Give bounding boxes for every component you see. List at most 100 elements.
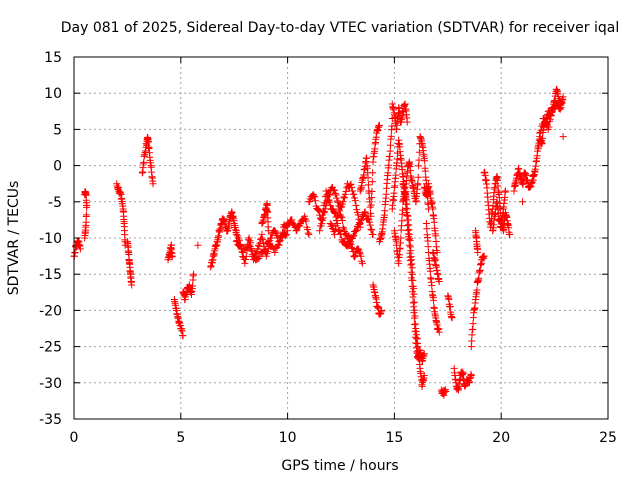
- data-point: [189, 282, 197, 290]
- data-point: [256, 253, 264, 261]
- data-point: [421, 167, 429, 175]
- data-point: [255, 254, 263, 262]
- data-point: [302, 217, 310, 225]
- data-point: [556, 105, 564, 113]
- data-point: [264, 238, 272, 246]
- data-point: [328, 221, 336, 229]
- data-point: [194, 241, 202, 249]
- data-point: [301, 212, 309, 220]
- data-point: [397, 234, 405, 242]
- data-point: [293, 226, 301, 234]
- data-point: [406, 237, 414, 245]
- data-point: [331, 225, 339, 233]
- data-point: [288, 216, 296, 224]
- data-point: [410, 303, 418, 311]
- data-point: [347, 180, 355, 188]
- data-point: [292, 227, 300, 235]
- data-point: [395, 251, 403, 259]
- data-point: [269, 243, 277, 251]
- data-point: [382, 190, 390, 198]
- data-point: [179, 332, 187, 340]
- data-point: [361, 208, 369, 216]
- data-points: [70, 85, 567, 399]
- y-tick-label: -5: [48, 195, 62, 211]
- data-point: [548, 109, 556, 117]
- data-point: [140, 158, 148, 166]
- data-point: [547, 112, 555, 120]
- data-point: [83, 203, 91, 211]
- data-point: [556, 104, 564, 112]
- y-tick-label: -25: [39, 340, 62, 356]
- data-point: [331, 189, 339, 197]
- data-point: [149, 180, 157, 188]
- data-point: [310, 192, 318, 200]
- data-point: [375, 122, 383, 130]
- data-point: [386, 141, 394, 149]
- data-point: [275, 238, 283, 246]
- data-point: [333, 216, 341, 224]
- data-point: [365, 189, 373, 197]
- data-point: [258, 230, 266, 238]
- data-point: [410, 298, 418, 306]
- data-point: [364, 181, 372, 189]
- data-point: [246, 242, 254, 250]
- data-point: [320, 209, 328, 217]
- data-point: [467, 372, 475, 380]
- data-point: [316, 227, 324, 235]
- data-point: [448, 314, 456, 322]
- data-point: [415, 156, 423, 164]
- data-point: [331, 186, 339, 194]
- y-tick-label: 15: [44, 50, 62, 66]
- data-point: [402, 188, 410, 196]
- data-point: [295, 221, 303, 229]
- data-point: [311, 197, 319, 205]
- data-point: [398, 217, 406, 225]
- data-point: [350, 190, 358, 198]
- data-point: [284, 227, 292, 235]
- data-point: [348, 243, 356, 251]
- data-point: [348, 187, 356, 195]
- data-point: [474, 248, 482, 256]
- data-point: [350, 252, 358, 260]
- y-tick-label: 10: [44, 86, 62, 102]
- data-point: [557, 104, 565, 112]
- data-point: [314, 206, 322, 214]
- data-point: [362, 211, 370, 219]
- data-point: [326, 198, 334, 206]
- data-point: [271, 227, 279, 235]
- data-point: [128, 281, 136, 289]
- data-point: [506, 230, 514, 238]
- data-point: [389, 201, 397, 209]
- data-point: [338, 214, 346, 222]
- data-point: [337, 203, 345, 211]
- data-point: [239, 248, 247, 256]
- y-tick-label: 5: [53, 122, 62, 138]
- data-point: [553, 100, 561, 108]
- data-point: [388, 122, 396, 130]
- data-point: [281, 232, 289, 240]
- data-point: [351, 197, 359, 205]
- data-point: [322, 187, 330, 195]
- data-point: [261, 245, 269, 253]
- data-point: [304, 226, 312, 234]
- data-point: [363, 154, 371, 162]
- data-point: [351, 252, 359, 260]
- grid: [74, 57, 608, 419]
- data-point: [236, 236, 244, 244]
- data-point: [271, 248, 279, 256]
- axis-ticks: 0 5 10 15 20 25 -35 -30 -25 -20 -15 -10 -5 0 5 10 15: [39, 50, 617, 446]
- data-point: [435, 277, 443, 285]
- data-point: [442, 387, 450, 395]
- data-point: [321, 205, 329, 213]
- data-point: [428, 281, 436, 289]
- data-point: [366, 221, 374, 229]
- data-point: [559, 133, 567, 141]
- data-point: [232, 227, 240, 235]
- data-point: [473, 286, 481, 294]
- data-point: [368, 226, 376, 234]
- x-tick-label: 5: [176, 430, 185, 446]
- data-point: [264, 227, 272, 235]
- data-point: [347, 240, 355, 248]
- data-point: [346, 234, 354, 242]
- x-axis-label: GPS time / hours: [281, 458, 398, 474]
